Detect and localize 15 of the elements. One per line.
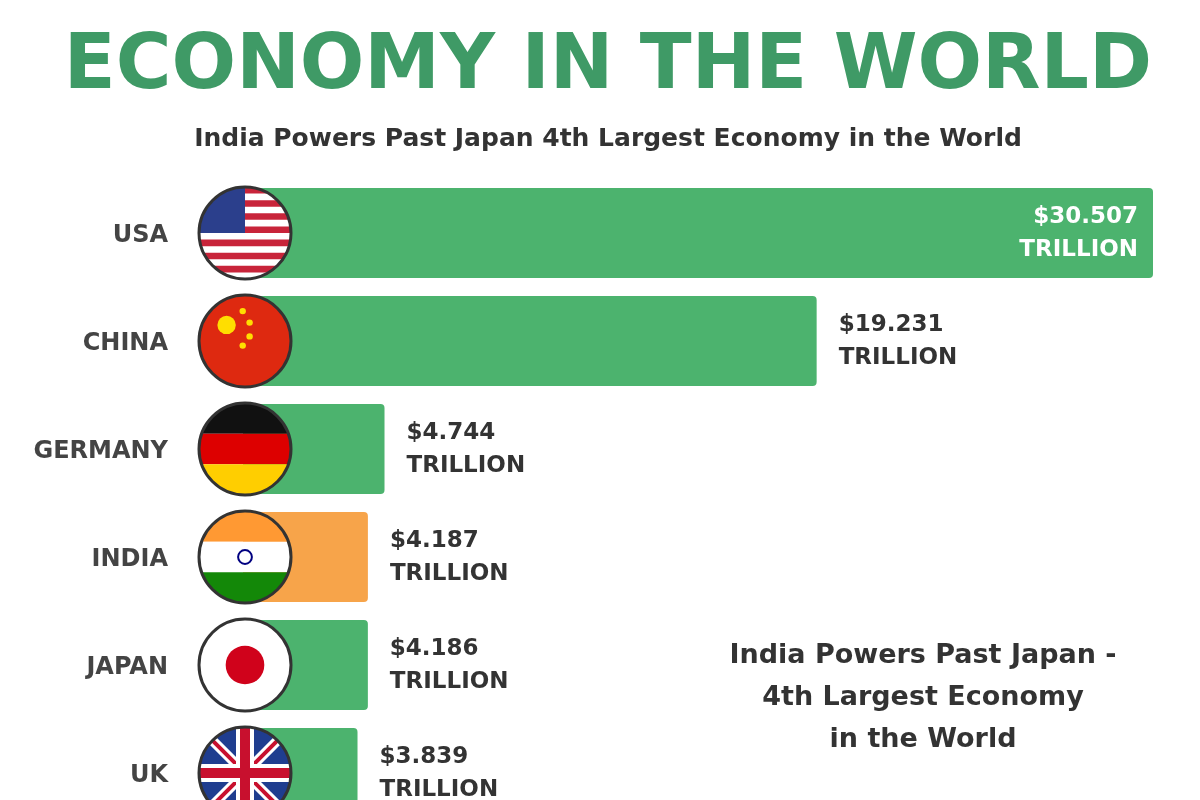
y-tick-label: INDIA [91,544,169,572]
data-label: $19.231 TRILLION [838,310,958,369]
data-label: $3.839 TRILLION [379,742,499,800]
data-label: $4.186 TRILLION [389,634,509,693]
annotation: India Powers Past Japan - 4th Largest Economy in the World [729,638,1117,753]
y-tick-label: USA [112,220,169,248]
y-tick-label: CHINA [82,328,169,356]
chart-title: ECONOMY IN THE WORLD [63,17,1153,106]
data-label: $4.187 TRILLION [389,526,509,585]
chart-subtitle: India Powers Past Japan 4th Largest Economy in the World [194,123,1022,152]
data-label: $4.744 TRILLION [406,418,526,477]
y-tick-label: UK [129,760,170,788]
y-tick-label: GERMANY [33,436,169,464]
data-label: $30.507 TRILLION [1019,202,1138,261]
y-tick-label: JAPAN [84,652,168,680]
